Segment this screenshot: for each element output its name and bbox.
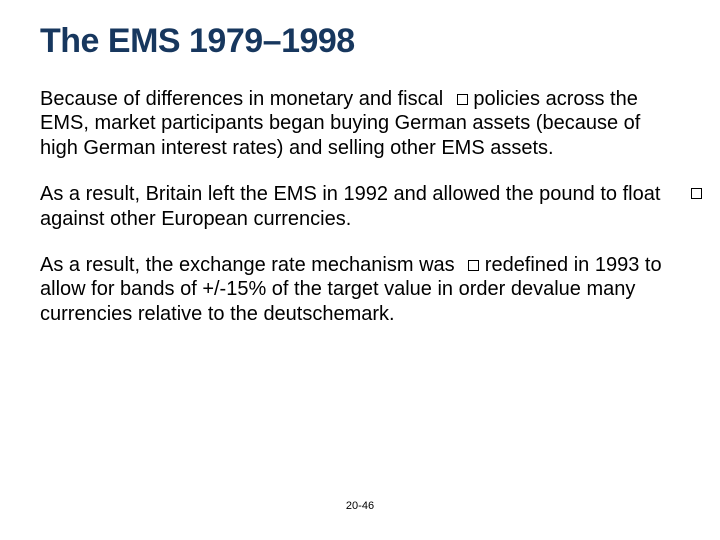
bullet-box-icon <box>691 188 702 199</box>
slide-title: The EMS 1979–1998 <box>40 22 680 61</box>
paragraph-1-before: Because of differences in monetary and f… <box>40 88 443 110</box>
page-number: 20-46 <box>0 500 720 512</box>
paragraph-2: As a result, Britain left the EMS in 199… <box>40 182 680 231</box>
slide: The EMS 1979–1998 Because of differences… <box>0 0 720 540</box>
paragraph-3: As a result, the exchange rate mechanism… <box>40 253 680 326</box>
bullet-box-icon <box>457 94 468 105</box>
bullet-box-icon <box>468 260 479 271</box>
paragraph-3-before: As a result, the exchange rate mechanism… <box>40 254 455 276</box>
paragraph-2-text: As a result, Britain left the EMS in 199… <box>40 183 660 229</box>
paragraph-1: Because of differences in monetary and f… <box>40 87 680 160</box>
